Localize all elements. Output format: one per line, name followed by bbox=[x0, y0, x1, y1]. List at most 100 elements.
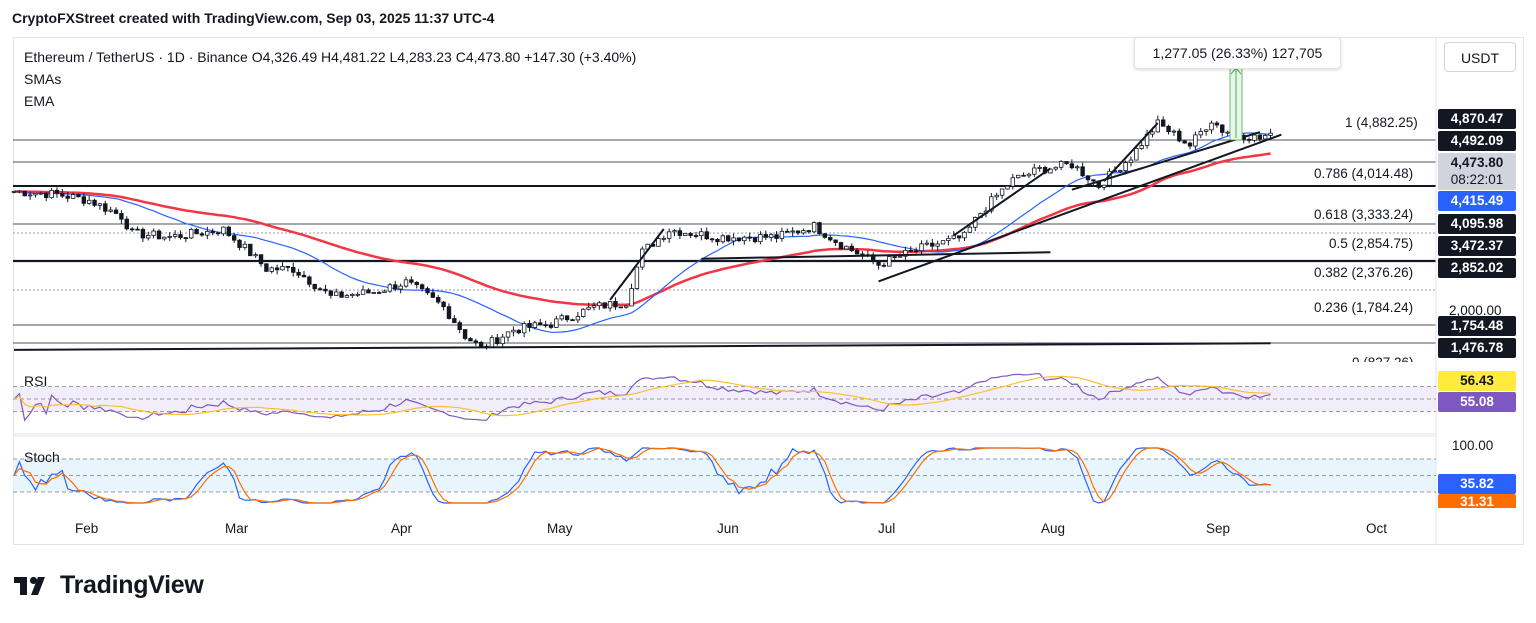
candle-body bbox=[108, 209, 113, 212]
candle-body bbox=[113, 209, 119, 214]
candle-body bbox=[156, 230, 162, 240]
candle-body bbox=[269, 267, 274, 272]
candle-body bbox=[516, 329, 521, 334]
candle-body bbox=[253, 254, 258, 257]
candle-body bbox=[473, 340, 479, 343]
candle-body bbox=[747, 236, 752, 239]
candle-body bbox=[521, 322, 527, 334]
candle-body bbox=[221, 226, 226, 235]
candle-body bbox=[532, 322, 538, 328]
candle-body bbox=[677, 230, 683, 236]
candle-body bbox=[897, 255, 903, 258]
x-axis-month: Oct bbox=[1366, 521, 1388, 536]
x-axis-month: Sep bbox=[1206, 521, 1231, 536]
candle-body bbox=[151, 230, 156, 236]
candle-body bbox=[1263, 134, 1268, 140]
stoch-d-line bbox=[13, 447, 1271, 504]
candle-body bbox=[811, 222, 817, 233]
candle-body bbox=[752, 237, 758, 243]
candle-body bbox=[1069, 163, 1075, 169]
candle-body bbox=[817, 222, 822, 235]
candle-body bbox=[1091, 179, 1096, 182]
candle-body bbox=[688, 233, 693, 236]
candle-body bbox=[129, 228, 135, 231]
candle-body bbox=[586, 306, 591, 310]
candle-body bbox=[876, 260, 881, 266]
candle-body bbox=[285, 265, 291, 268]
candle-body bbox=[333, 291, 339, 296]
candle-body bbox=[1134, 148, 1139, 161]
candle-body bbox=[178, 234, 183, 238]
candle-body bbox=[795, 230, 801, 234]
candle-body bbox=[527, 322, 532, 328]
candle-body bbox=[360, 289, 366, 295]
x-axis-month: Jun bbox=[717, 521, 739, 536]
trendline bbox=[953, 167, 1051, 237]
candle-body bbox=[833, 239, 838, 243]
candle-body bbox=[699, 231, 704, 237]
candle-body bbox=[1021, 174, 1026, 177]
candle-body bbox=[425, 288, 430, 294]
candle-body bbox=[785, 230, 790, 233]
tradingview-logo[interactable]: TradingView bbox=[14, 570, 204, 600]
candle-body bbox=[989, 196, 994, 212]
candle-body bbox=[231, 235, 237, 241]
candle-body bbox=[768, 234, 774, 238]
price-badge: 1,754.48 bbox=[1438, 316, 1516, 336]
candle-body bbox=[607, 301, 613, 309]
candle-body bbox=[70, 194, 76, 199]
symbol-title[interactable]: Ethereum / TetherUS · 1D · Binance bbox=[24, 49, 248, 65]
candle-body bbox=[1257, 134, 1263, 140]
indicator-ema[interactable]: EMA bbox=[24, 93, 55, 109]
x-axis-month: Feb bbox=[75, 521, 99, 536]
candle-body bbox=[1252, 134, 1257, 141]
ohlc-change: +147.30 (+3.40%) bbox=[524, 49, 637, 65]
ohlc-close: C4,473.80 bbox=[455, 49, 521, 65]
y-axis-tick: 2,000.00 bbox=[1449, 303, 1502, 318]
candle-body bbox=[1182, 140, 1187, 144]
fib-label-0618: 0.618 (3,333.24) bbox=[1314, 207, 1414, 222]
rsi-pane-label[interactable]: RSI bbox=[24, 373, 48, 389]
candle-body bbox=[919, 243, 924, 252]
candle-body bbox=[956, 235, 962, 239]
candle-body bbox=[124, 218, 129, 230]
candle-body bbox=[672, 230, 677, 233]
candle-body bbox=[1032, 167, 1037, 175]
candle-body bbox=[376, 292, 382, 294]
candle-body bbox=[1118, 170, 1123, 172]
candle-body bbox=[446, 306, 452, 319]
candle-body bbox=[393, 284, 398, 290]
indicator-sma[interactable]: SMAs bbox=[24, 71, 62, 87]
candle-body bbox=[103, 203, 108, 212]
candle-body bbox=[1220, 124, 1225, 133]
currency-selector[interactable]: USDT bbox=[1444, 42, 1516, 72]
candle-body bbox=[1150, 131, 1155, 135]
price-badge: 2,852.02 bbox=[1438, 258, 1516, 278]
candle-body bbox=[301, 274, 307, 278]
candle-body bbox=[366, 289, 371, 294]
sma-value-badge: 4,415.49 bbox=[1438, 191, 1516, 211]
candle-body bbox=[1010, 177, 1016, 187]
candle-body bbox=[666, 231, 672, 239]
candle-body bbox=[1203, 129, 1209, 132]
candle-body bbox=[274, 267, 280, 271]
candle-body bbox=[1053, 166, 1058, 170]
stoch-pane-label[interactable]: Stoch bbox=[24, 449, 60, 465]
candle-body bbox=[913, 250, 919, 252]
candle-body bbox=[892, 256, 897, 258]
last-price-badge: 4,473.80 bbox=[1438, 153, 1516, 173]
candle-body bbox=[543, 324, 548, 327]
candle-body bbox=[355, 293, 360, 296]
candle-body bbox=[1139, 145, 1144, 149]
candle-body bbox=[350, 293, 355, 296]
fib-label-0382: 0.382 (2,376.26) bbox=[1314, 265, 1414, 280]
candle-body bbox=[489, 337, 495, 348]
candle-body bbox=[591, 305, 597, 308]
chart-frame bbox=[13, 37, 1524, 545]
candle-body bbox=[763, 234, 768, 238]
candle-body bbox=[1064, 161, 1069, 165]
candle-body bbox=[1123, 162, 1128, 171]
rsi-value-badge: 55.08 bbox=[1438, 392, 1516, 412]
candle-body bbox=[140, 228, 146, 239]
